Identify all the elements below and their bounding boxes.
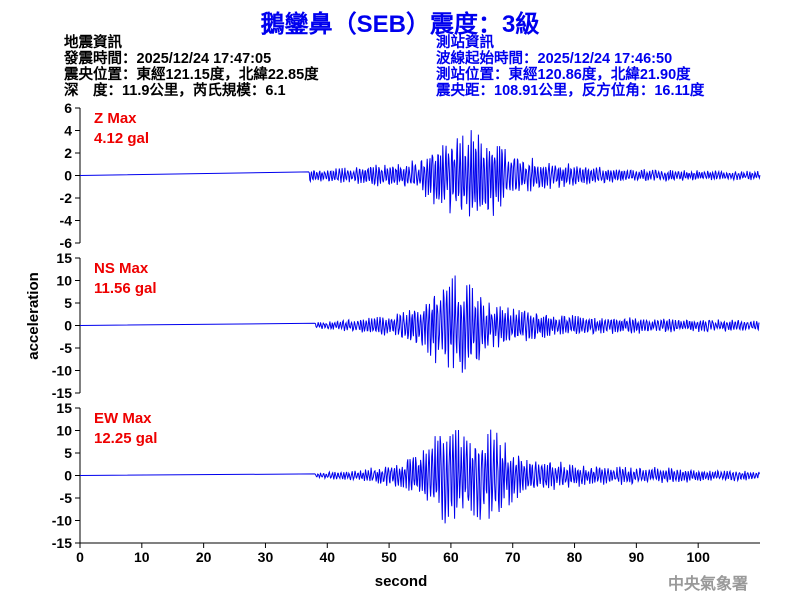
panel-label-EW: EW Max [94,410,152,427]
station-info: 測站資訊 波線起始時間：2025/12/24 17:46:50 測站位置：東經120… [436,35,704,99]
panel-label-Z: Z Max [94,110,137,127]
y-tick-label: -10 [52,513,72,529]
y-tick-label: -15 [52,535,72,551]
waveform-NS [79,275,760,373]
y-tick-label: 4 [64,123,72,139]
x-axis-label: second [375,573,428,590]
panel-label-NS: NS Max [94,260,149,277]
y-tick-label: 15 [56,400,72,416]
quake-info-heading: 地震資訊 [64,35,122,51]
x-tick-label: 50 [381,549,397,565]
x-tick-label: 0 [76,549,84,565]
x-tick-label: 30 [258,549,274,565]
station-info-heading: 測站資訊 [436,35,494,51]
x-tick-label: 10 [134,549,150,565]
station-start-time: 波線起始時間：2025/12/24 17:46:50 [436,51,673,67]
station-distance: 震央距：108.91公里，反方位角：16.11度 [436,83,705,99]
y-tick-label: -2 [60,190,73,206]
y-tick-label: -5 [60,490,73,506]
y-tick-label: 2 [64,145,72,161]
y-tick-label: -15 [52,385,72,401]
y-tick-label: -10 [52,363,72,379]
y-tick-label: 10 [56,273,72,289]
quake-time: 發震時間：2025/12/24 17:47:05 [64,51,272,67]
panel-max-Z: 4.12 gal [94,130,149,147]
y-tick-label: -5 [60,340,73,356]
y-tick-label: 5 [64,295,72,311]
x-tick-label: 100 [687,549,711,565]
x-tick-label: 20 [196,549,212,565]
y-tick-label: -6 [60,235,73,251]
y-tick-label: 0 [64,468,72,484]
x-tick-label: 90 [629,549,645,565]
y-axis-label: acceleration [25,272,42,360]
panel-max-EW: 12.25 gal [94,430,157,447]
x-tick-label: 80 [567,549,583,565]
y-tick-label: 15 [56,250,72,266]
station-location: 測站位置：東經120.86度，北緯21.90度 [436,67,691,83]
y-tick-label: 0 [64,168,72,184]
y-tick-label: 5 [64,445,72,461]
waveform-EW [79,429,760,524]
y-tick-label: 6 [64,100,72,116]
x-tick-label: 70 [505,549,521,565]
y-tick-label: 10 [56,423,72,439]
panel-max-NS: 11.56 gal [94,280,157,297]
y-tick-label: 0 [64,318,72,334]
watermark: 中央氣象署 [667,574,748,593]
chart-title: 鵝鑾鼻（SEB）震度：3級 [260,11,540,38]
x-tick-label: 40 [319,549,335,565]
quake-depth-magnitude: 深 度：11.9公里，芮氏規模：6.1 [64,83,286,99]
quake-location: 震央位置：東經121.15度，北緯22.85度 [64,67,319,83]
waveform-Z [79,130,761,217]
x-tick-label: 60 [443,549,459,565]
y-tick-label: -4 [60,213,73,229]
quake-info: 地震資訊 發震時間：2025/12/24 17:47:05 震央位置：東經121.1… [64,35,319,99]
